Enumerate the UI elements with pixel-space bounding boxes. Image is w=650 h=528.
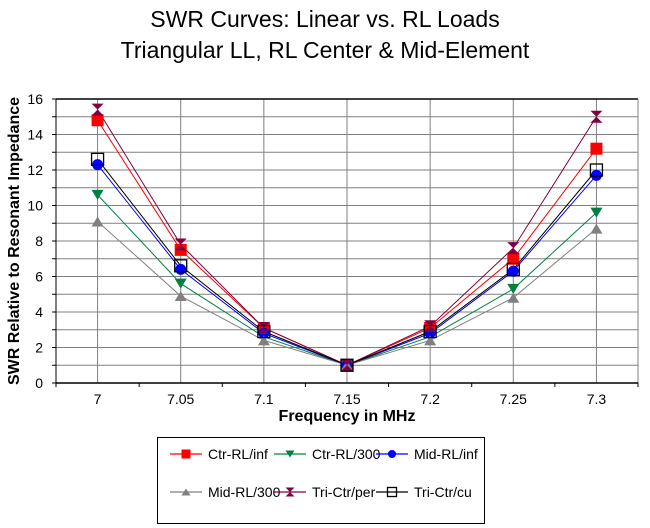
data-point bbox=[507, 252, 520, 265]
data-point bbox=[590, 142, 603, 155]
legend-item: Ctr-RL/inf bbox=[170, 446, 268, 462]
data-point bbox=[174, 259, 188, 273]
x-axis-label: Frequency in MHz bbox=[279, 408, 416, 425]
data-point bbox=[589, 163, 604, 177]
legend: Ctr-RL/inf Ctr-RL/300 Mid-RL/inf Mid-RL/300… bbox=[157, 437, 485, 524]
x-tick-label: 7.15 bbox=[333, 391, 360, 407]
legend-swatch-icon bbox=[274, 487, 306, 497]
data-point bbox=[174, 291, 187, 302]
axes bbox=[52, 98, 639, 387]
series-markers bbox=[90, 103, 604, 372]
legend-swatch-icon bbox=[376, 450, 408, 458]
x-tick-label: 7.25 bbox=[500, 391, 527, 407]
legend-item: Mid-RL/inf bbox=[376, 446, 478, 462]
series-markers-mid-rl-300 bbox=[91, 216, 603, 371]
x-tick-label: 7.05 bbox=[167, 391, 194, 407]
y-tick-label: 12 bbox=[27, 162, 43, 178]
series-markers-tri-ctr-per bbox=[91, 103, 603, 372]
data-point bbox=[90, 152, 105, 167]
data-point bbox=[507, 242, 520, 255]
chart-title: SWR Curves: Linear vs. RL Loads bbox=[150, 6, 500, 32]
legend-item: Ctr-RL/300 bbox=[274, 446, 380, 462]
data-point bbox=[507, 265, 519, 277]
data-point bbox=[257, 335, 270, 346]
data-point bbox=[423, 324, 437, 339]
data-point bbox=[590, 110, 603, 123]
y-tick-label: 0 bbox=[35, 375, 43, 391]
y-tick-label: 6 bbox=[35, 269, 43, 285]
data-point bbox=[507, 283, 520, 294]
legend-item: Tri-Ctr/cu bbox=[376, 484, 472, 500]
data-point bbox=[590, 223, 603, 234]
y-tick-label: 16 bbox=[27, 91, 43, 107]
y-tick-label: 2 bbox=[35, 340, 43, 356]
data-point bbox=[257, 324, 271, 339]
legend-label: Mid-RL/300 bbox=[208, 484, 281, 500]
y-tick-label: 10 bbox=[27, 198, 43, 214]
data-point bbox=[91, 103, 104, 116]
legend-swatch-icon bbox=[376, 486, 408, 498]
data-point bbox=[341, 359, 353, 372]
y-tick-label: 14 bbox=[27, 127, 43, 143]
y-tick-label: 8 bbox=[35, 233, 43, 249]
data-point bbox=[590, 207, 603, 218]
legend-label: Tri-Ctr/per bbox=[312, 484, 376, 500]
legend-item: Mid-RL/300 bbox=[170, 484, 280, 500]
y-axis-label: SWR Relative to Resonant Impedance bbox=[6, 97, 23, 385]
x-tick-label: 7.1 bbox=[254, 391, 274, 407]
data-point bbox=[92, 159, 104, 171]
data-point bbox=[424, 320, 437, 333]
legend-swatch-icon bbox=[170, 449, 202, 459]
chart-subtitle: Triangular LL, RL Center & Mid-Element bbox=[120, 37, 530, 63]
tick-labels: 0 2 4 6 8 10 12 14 16 7 7.05 7.1 7.15 7.2 7.25 7.3 bbox=[27, 91, 606, 407]
x-tick-label: 7.3 bbox=[587, 391, 607, 407]
x-tick-label: 7 bbox=[94, 391, 102, 407]
data-point bbox=[174, 278, 187, 289]
legend-label: Mid-RL/inf bbox=[414, 446, 478, 462]
data-point bbox=[341, 360, 353, 371]
data-point bbox=[507, 292, 520, 303]
data-point bbox=[175, 263, 187, 275]
data-point bbox=[91, 189, 104, 200]
data-point bbox=[91, 114, 104, 127]
legend-swatch-icon bbox=[170, 488, 202, 496]
grid bbox=[56, 99, 638, 383]
legend-label: Ctr-RL/300 bbox=[312, 446, 381, 462]
legend-label: Ctr-RL/inf bbox=[208, 446, 268, 462]
data-point bbox=[506, 262, 520, 277]
legend-swatch-icon bbox=[274, 450, 306, 458]
legend-item: Tri-Ctr/per bbox=[274, 484, 375, 500]
data-point bbox=[424, 335, 437, 346]
data-point bbox=[174, 238, 187, 251]
data-point bbox=[340, 358, 354, 372]
legend-label: Tri-Ctr/cu bbox=[414, 484, 472, 500]
x-tick-label: 7.2 bbox=[420, 391, 440, 407]
data-point bbox=[91, 216, 104, 227]
y-tick-label: 4 bbox=[35, 304, 43, 320]
data-point bbox=[590, 169, 602, 181]
series-markers-tri-ctr-cu bbox=[90, 152, 604, 372]
